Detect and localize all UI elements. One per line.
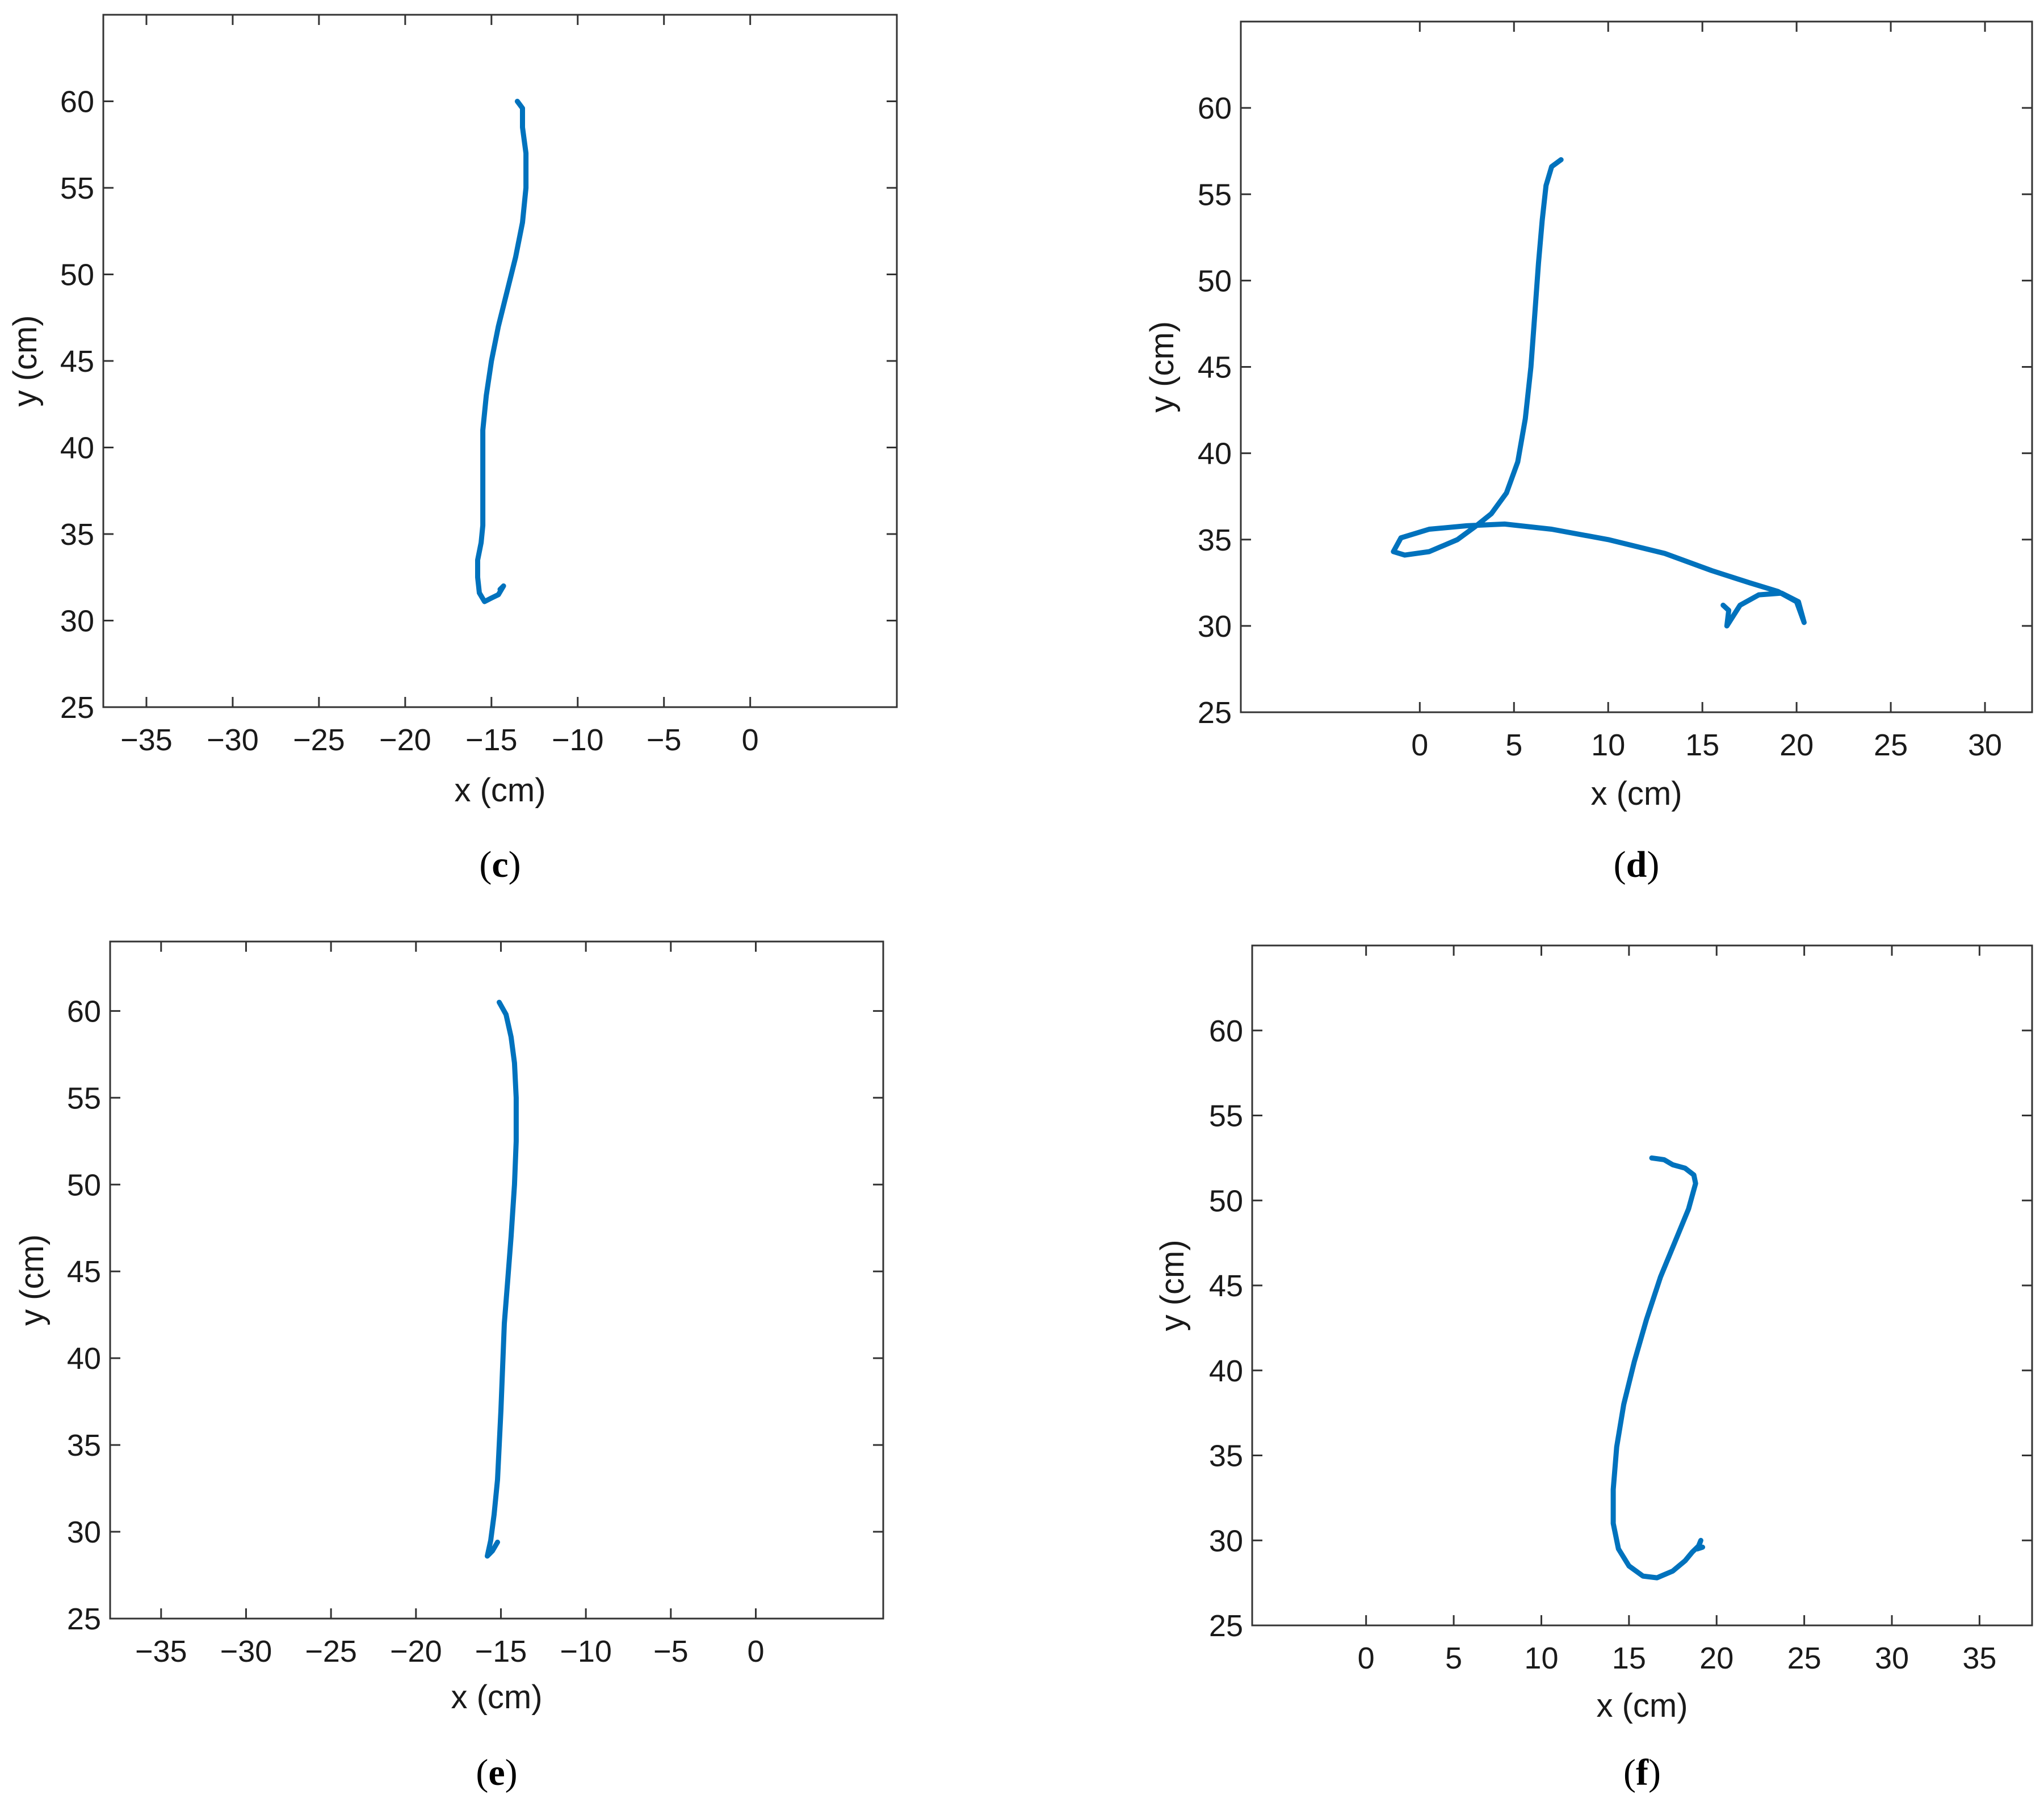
y-tick-label: 30	[1198, 610, 1232, 644]
x-tick-label: 20	[1699, 1641, 1734, 1675]
x-tick-label: 10	[1524, 1641, 1558, 1675]
y-tick-label: 55	[60, 171, 94, 205]
y-tick-label: 50	[67, 1168, 101, 1202]
x-axis-label: x (cm)	[1590, 775, 1682, 812]
y-tick-label: 45	[67, 1255, 101, 1289]
y-tick-label: 45	[1198, 351, 1232, 385]
y-tick-label: 35	[1209, 1439, 1243, 1473]
trajectory-line-f	[1610, 1155, 1705, 1581]
x-tick-label: −10	[560, 1634, 612, 1669]
y-axis-label: y (cm)	[1154, 1239, 1191, 1331]
y-tick-label: 40	[60, 431, 94, 465]
y-tick-label: 55	[67, 1081, 101, 1115]
panel-e: −35 −30 −25 −20 −15 −10 −5 0 25 30 35 40 45 50 55 60 x (…	[14, 940, 884, 1793]
y-tick-label: 50	[1209, 1184, 1243, 1218]
y-tick-label: 35	[67, 1428, 101, 1463]
x-tick-label: 0	[1358, 1641, 1375, 1675]
x-tick-label: 0	[742, 723, 759, 757]
y-tick-label: 55	[1209, 1099, 1243, 1133]
panel-d: 0 5 10 15 20 25 30 25 30 35 40 45 50 55 60 x (cm) y (cm)…	[1144, 20, 2033, 885]
y-tick-label: 25	[60, 691, 94, 725]
trajectory-line-e	[485, 999, 519, 1559]
x-tick-label: −35	[135, 1634, 187, 1669]
x-tick-label: −15	[475, 1634, 527, 1669]
plot-area-d	[1240, 20, 2033, 713]
x-tick-label: −15	[465, 723, 518, 757]
trajectory-line-d	[1391, 157, 1807, 629]
plot-area-e	[109, 940, 884, 1620]
y-tick-label: 60	[60, 85, 94, 119]
x-tick-label: 25	[1874, 728, 1908, 762]
y-axis-label: y (cm)	[1144, 321, 1181, 413]
x-tick-label: 0	[1411, 728, 1428, 762]
x-axis-label: x (cm)	[451, 1679, 542, 1716]
y-tick-label: 45	[60, 344, 94, 379]
x-tick-label: −10	[552, 723, 604, 757]
x-tick-label: 5	[1505, 728, 1522, 762]
y-tick-label: 50	[1198, 264, 1232, 298]
panel-caption: (d)	[1614, 844, 1660, 885]
y-axis-label: y (cm)	[14, 1234, 51, 1326]
y-tick-label: 35	[1198, 523, 1232, 557]
x-tick-label: −25	[293, 723, 345, 757]
x-tick-label: 20	[1779, 728, 1814, 762]
y-tick-label: 30	[60, 604, 94, 638]
x-tick-label: −25	[305, 1634, 357, 1669]
x-tick-label: −30	[207, 723, 259, 757]
x-axis-label: x (cm)	[1596, 1687, 1688, 1724]
panel-c: −35 −30 −25 −20 −15 −10 −5 0 25 30 35 40 45 50 55 60 x (…	[7, 14, 898, 885]
panel-caption: (e)	[476, 1752, 517, 1793]
plot-area-f	[1251, 944, 2033, 1627]
x-tick-label: −5	[647, 723, 682, 757]
panel-caption: (f)	[1623, 1752, 1661, 1793]
y-tick-label: 60	[67, 994, 101, 1028]
x-tick-label: −35	[120, 723, 173, 757]
x-tick-label: 30	[1875, 1641, 1909, 1675]
y-tick-label: 60	[1209, 1014, 1243, 1048]
y-tick-label: 55	[1198, 178, 1232, 212]
x-tick-label: 25	[1787, 1641, 1821, 1675]
x-tick-label: 10	[1591, 728, 1625, 762]
panel-caption: (c)	[479, 844, 521, 885]
y-tick-label: 25	[1198, 696, 1232, 730]
y-tick-label: 45	[1209, 1269, 1243, 1303]
y-tick-label: 40	[1209, 1354, 1243, 1388]
x-tick-label: −20	[379, 723, 431, 757]
x-tick-label: 30	[1968, 728, 2002, 762]
x-tick-label: −20	[390, 1634, 442, 1669]
plot-area-c	[102, 14, 898, 708]
x-tick-label: −5	[653, 1634, 689, 1669]
y-tick-label: 25	[1209, 1609, 1243, 1643]
x-tick-label: 0	[747, 1634, 764, 1669]
y-tick-label: 30	[1209, 1524, 1243, 1558]
y-tick-label: 40	[1198, 437, 1232, 471]
y-tick-label: 40	[67, 1342, 101, 1376]
x-tick-label: 15	[1612, 1641, 1646, 1675]
x-tick-label: 15	[1685, 728, 1719, 762]
y-tick-label: 30	[67, 1515, 101, 1549]
panel-f: 0 5 10 15 20 25 30 35 25 30 35 40 45 50 55 60 x (cm) y (c…	[1154, 944, 2033, 1793]
y-tick-label: 60	[1198, 91, 1232, 125]
y-tick-label: 50	[60, 258, 94, 292]
x-tick-label: 5	[1445, 1641, 1462, 1675]
x-tick-label: 35	[1962, 1641, 1996, 1675]
y-axis-label: y (cm)	[7, 315, 44, 406]
y-tick-label: 25	[67, 1602, 101, 1636]
x-axis-label: x (cm)	[454, 772, 545, 809]
y-tick-label: 35	[60, 518, 94, 552]
x-tick-label: −30	[220, 1634, 272, 1669]
trajectory-line-c	[475, 99, 529, 604]
